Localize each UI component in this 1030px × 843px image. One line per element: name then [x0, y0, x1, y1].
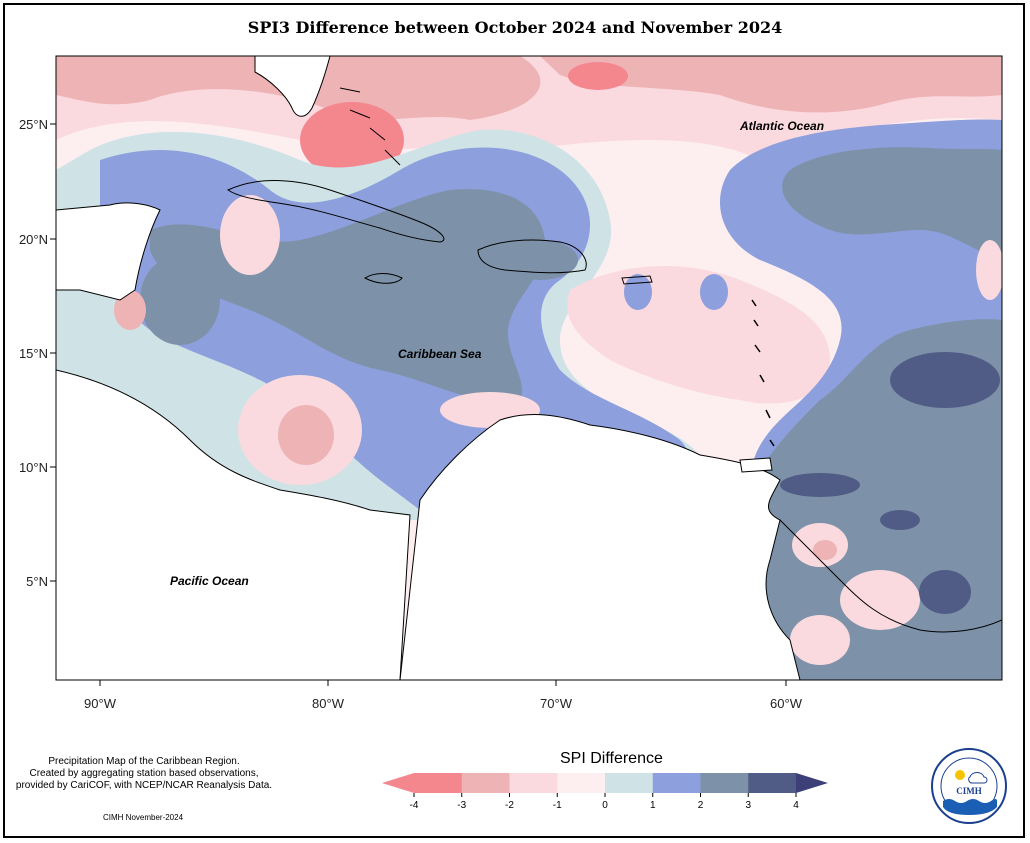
- spi-zone-atlantic-dark: [890, 352, 1000, 408]
- spi-zone-north-red: [568, 62, 628, 90]
- land-central-america: [56, 202, 411, 680]
- legend-colorbar: -4 -3 -2 -1 0 1 2 3 4: [382, 773, 828, 811]
- land-florida: [254, 56, 331, 117]
- legend-swatch: [461, 773, 510, 793]
- spi-zone-virgin-blue: [700, 274, 728, 310]
- logo-text: CIMH: [956, 786, 982, 796]
- spi-zone-panama-salmon: [278, 405, 334, 465]
- map-border: [55, 55, 1003, 681]
- legend-tick-label: -2: [505, 800, 514, 811]
- x-tick-label: 90°W: [84, 696, 117, 711]
- land-puerto-rico: [621, 275, 653, 285]
- spi-zone-trinidad-dark: [780, 473, 860, 497]
- legend-swatch: [652, 773, 701, 793]
- legend-tick-label: -1: [553, 800, 562, 811]
- legend-tick-label: -4: [410, 800, 419, 811]
- spi-zone-atlantic-slate: [782, 147, 1002, 260]
- x-tick-label: 80°W: [312, 696, 345, 711]
- cimh-logo-icon: CIMH: [931, 748, 1007, 824]
- y-tick-label: 15°N: [19, 346, 48, 361]
- land-guyana-outline: [779, 519, 1002, 633]
- land-cuba: [226, 180, 445, 243]
- land-jamaica: [363, 273, 403, 284]
- spi-zone-guyana-salmon: [813, 540, 837, 560]
- spi-zone-hispaniola-slate: [502, 240, 578, 280]
- y-tick-label: 5°N: [26, 574, 48, 589]
- land-lesser-antilles: [751, 299, 775, 447]
- legend-tick-label: 0: [602, 800, 608, 811]
- legend-arrow-left: [382, 773, 414, 793]
- legend-title: SPI Difference: [560, 750, 663, 767]
- land-hispaniola: [477, 239, 587, 274]
- land-trinidad: [739, 457, 773, 473]
- x-tick-label: 70°W: [540, 696, 573, 711]
- caption-line: Created by aggregating station based obs…: [29, 768, 259, 779]
- label-atlantic-ocean: Atlantic Ocean: [739, 119, 824, 133]
- y-tick-label: 10°N: [19, 460, 48, 475]
- spi-zone-east-pink: [976, 240, 1002, 300]
- map-title: SPI3 Difference between October 2024 and…: [247, 18, 783, 37]
- caption-line: provided by CariCOF, with NCEP/NCAR Rean…: [15, 780, 273, 791]
- y-axis: 25°N 20°N 15°N 10°N 5°N: [19, 117, 56, 589]
- label-caribbean-sea: Caribbean Sea: [398, 347, 482, 361]
- spi-zone-north-salmon-2: [540, 56, 1002, 113]
- legend-swatch: [748, 773, 797, 793]
- spi-zone-french-guiana-dark: [919, 570, 971, 614]
- legend-tick-label: 1: [650, 800, 656, 811]
- legend-tick-label: 4: [793, 800, 799, 811]
- legend-tick-label: -3: [457, 800, 466, 811]
- legend-swatch: [557, 773, 606, 793]
- spi-zone-bahamas-red: [300, 102, 404, 178]
- map-caption: Precipitation Map of the Caribbean Regio…: [8, 756, 280, 792]
- legend-swatch: [509, 773, 558, 793]
- y-tick-label: 20°N: [19, 232, 48, 247]
- spi-zone-hond-pink: [114, 290, 146, 330]
- legend-arrow-right: [796, 773, 828, 793]
- caption-line: Precipitation Map of the Caribbean Regio…: [48, 756, 240, 767]
- caption-stamp: CIMH November-2024: [103, 813, 184, 822]
- x-tick-label: 60°W: [770, 696, 803, 711]
- legend-tick-label: 2: [698, 800, 704, 811]
- spi-zone-puerto-rico-blue: [624, 274, 652, 310]
- legend-tick-label: 3: [745, 800, 751, 811]
- spi-field: [56, 56, 1002, 680]
- legend-swatch: [414, 773, 463, 793]
- spi-zone-brazil-pink: [790, 615, 850, 665]
- x-axis: 90°W 80°W 70°W 60°W: [84, 680, 803, 711]
- spi-zone-guiana-dark: [880, 510, 920, 530]
- land-south-america: [399, 414, 801, 680]
- legend-swatch: [700, 773, 749, 793]
- spi-zone-gulf-honduras-slate: [140, 255, 220, 345]
- y-tick-label: 25°N: [19, 117, 48, 132]
- legend-swatch: [605, 773, 654, 793]
- land-bahamas: [339, 87, 401, 166]
- spi-zone-yucatan-pink: [220, 195, 280, 275]
- spi-zone-suriname-pink: [840, 570, 920, 630]
- label-pacific-ocean: Pacific Ocean: [170, 574, 249, 588]
